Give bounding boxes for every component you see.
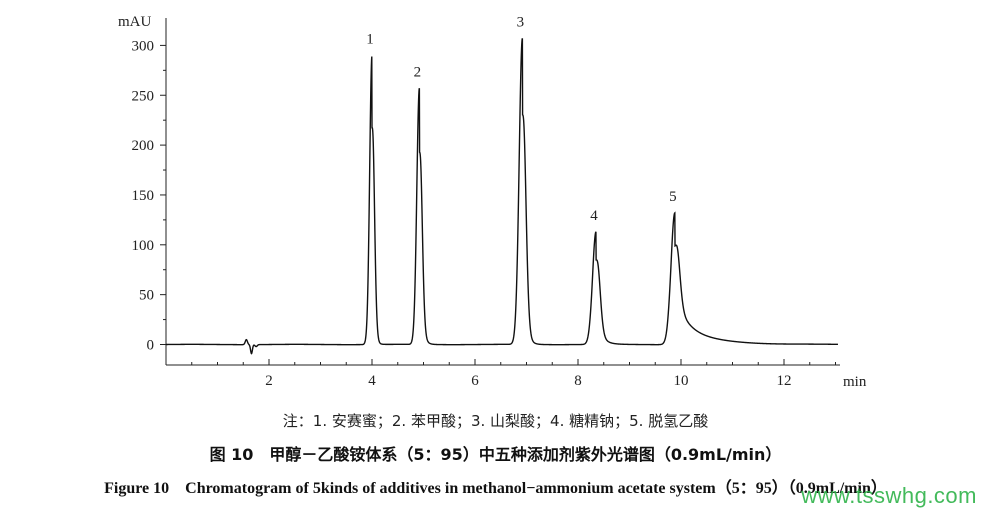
peak-label-1: 1 (366, 31, 374, 47)
x-tick-label: 6 (471, 373, 479, 389)
y-tick-label: 0 (147, 338, 155, 354)
figure-caption-chinese: 图 10 甲醇－乙酸铵体系（5：95）中五种添加剂紫外光谱图（0.9mL/min… (209, 445, 782, 464)
x-tick-label: 10 (674, 373, 689, 389)
axes (165, 18, 840, 366)
peak-label-3: 3 (517, 14, 525, 30)
x-tick-label: 4 (368, 373, 376, 389)
y-tick-label: 100 (132, 238, 155, 254)
peak-label-4: 4 (590, 208, 598, 224)
y-axis-label: mAU (118, 14, 152, 30)
y-tick-label: 200 (132, 138, 155, 154)
x-tick-label: 8 (574, 373, 582, 389)
y-tick-label: 300 (132, 38, 155, 54)
y-tick-label: 50 (139, 288, 154, 304)
chromatogram-trace (166, 38, 838, 355)
peak-labels: 1 2 3 4 5 (366, 14, 676, 223)
peak-label-5: 5 (669, 189, 677, 205)
x-tick-label: 2 (265, 373, 273, 389)
figure-caption-english: Figure 10 Chromatogram of 5kinds of addi… (104, 480, 887, 497)
x-axis-label: min (843, 374, 867, 390)
figure-note: 注：1. 安赛蜜；2. 苯甲酸；3. 山梨酸；4. 糖精钠；5. 脱氢乙酸 (282, 412, 709, 430)
ticks: 0 50 100 150 200 250 300 2 4 6 8 10 12 (132, 38, 836, 389)
peak-label-2: 2 (414, 64, 422, 80)
watermark-text: www.tsswhg.com (801, 483, 977, 508)
x-tick-label: 12 (777, 373, 792, 389)
y-tick-label: 250 (132, 88, 155, 104)
y-tick-label: 150 (132, 188, 155, 204)
